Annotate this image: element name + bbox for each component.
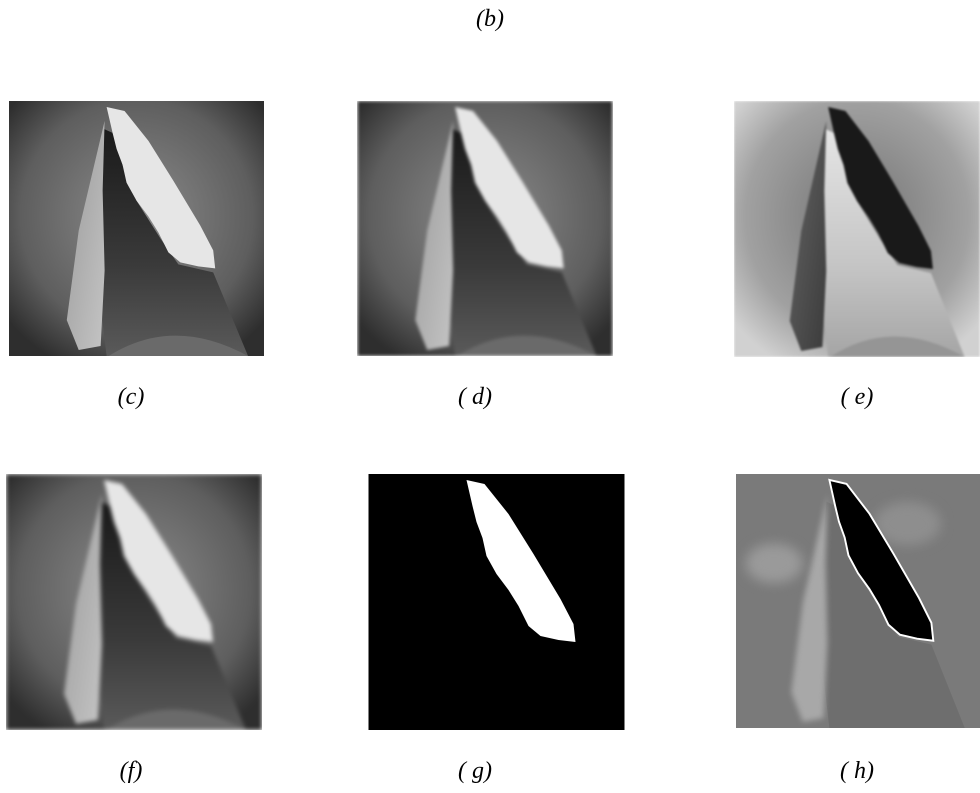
image <box>357 101 613 356</box>
caption: ( h) <box>840 758 874 785</box>
caption: ( e) <box>841 384 874 411</box>
image <box>736 474 980 728</box>
image <box>6 474 262 730</box>
caption: ( d) <box>458 384 492 411</box>
figure: (b) (c) ( d) ( e) (f) ( g) ( h) <box>0 0 980 793</box>
caption: (b) <box>476 6 504 33</box>
caption: ( g) <box>458 758 492 785</box>
image <box>734 101 980 357</box>
image <box>9 101 264 356</box>
caption: (f) <box>120 758 143 785</box>
image <box>368 474 625 730</box>
caption: (c) <box>118 384 145 411</box>
